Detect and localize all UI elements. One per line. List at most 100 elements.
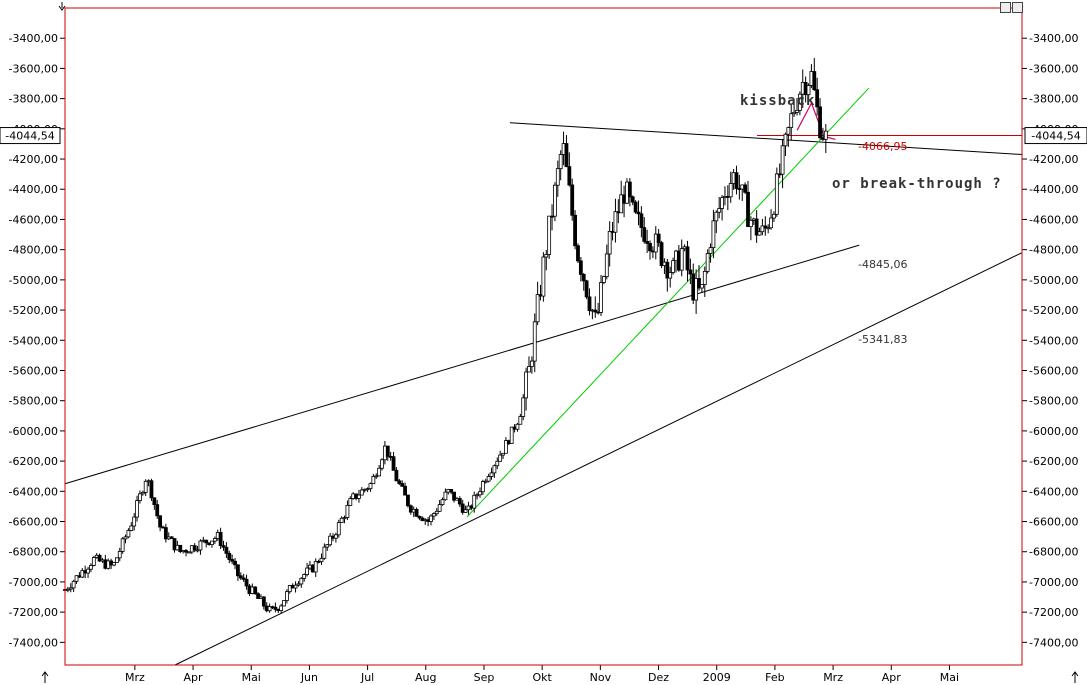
- candle-body: [748, 219, 753, 228]
- candle-body: [711, 220, 716, 249]
- candle-body: [236, 564, 240, 577]
- candle-body: [688, 269, 693, 275]
- candle-body: [437, 504, 442, 512]
- candle-body: [132, 516, 137, 527]
- y-tick-label-right: -6400,00: [1029, 485, 1078, 498]
- candle-body: [763, 225, 768, 229]
- candle-body: [584, 280, 589, 298]
- descending-resistance-line: [509, 122, 1023, 156]
- candle-body: [472, 494, 477, 509]
- candle-body: [212, 538, 217, 542]
- y-tick-label-right: -5200,00: [1029, 304, 1078, 317]
- candle-body: [417, 515, 422, 519]
- candle-body: [489, 472, 494, 477]
- candle-body: [728, 183, 733, 198]
- restore-icon[interactable]: [1000, 2, 1011, 13]
- candle-body: [463, 509, 468, 513]
- candle-body: [120, 538, 125, 552]
- candle-body: [253, 586, 258, 595]
- candle-body: [734, 172, 739, 189]
- y-tick-label-right: -7000,00: [1029, 576, 1078, 589]
- candle-body: [80, 570, 85, 578]
- candle-body: [267, 606, 272, 612]
- candle-body: [806, 85, 811, 96]
- candle-body: [224, 546, 229, 554]
- candle-body: [319, 557, 324, 563]
- x-tick-label: Sep: [474, 671, 495, 684]
- candle-body: [786, 127, 791, 135]
- candle-body: [521, 397, 526, 417]
- y-tick-label-right: -3600,00: [1029, 62, 1078, 75]
- candle-body: [639, 213, 644, 228]
- candle-body: [195, 549, 200, 552]
- plot-frame: [64, 7, 1023, 666]
- candle-body: [431, 513, 436, 517]
- candle-body: [697, 278, 701, 289]
- candle-body: [184, 550, 188, 553]
- candle-body: [665, 261, 670, 279]
- right-up-arrow-icon: [1071, 671, 1079, 683]
- candle-body: [757, 231, 762, 236]
- candle-body: [325, 544, 330, 548]
- y-tick-label-left: -4400,00: [9, 183, 58, 196]
- candle-body: [400, 483, 405, 487]
- candle-body: [117, 551, 122, 559]
- candle-body: [475, 494, 480, 497]
- candle-body: [86, 568, 90, 574]
- candle-body: [498, 454, 503, 462]
- candle-body: [135, 500, 139, 518]
- y-tick-label-left: -6000,00: [9, 425, 58, 438]
- candle-body: [227, 552, 232, 560]
- y-tick-label-right: -4600,00: [1029, 213, 1078, 226]
- x-axis: Mrz Apr Mai Jun Jul Aug Sep Okt Nov Dez 2009 Feb Mrz…: [125, 665, 959, 684]
- candle-body: [140, 491, 145, 495]
- candle-body: [368, 483, 373, 490]
- candle-body: [279, 605, 284, 612]
- candle-body: [509, 426, 514, 444]
- y-tick-label-left: -6600,00: [9, 516, 58, 529]
- candle-body: [564, 143, 569, 168]
- level-lower-channel-label: -5341,83: [858, 333, 907, 346]
- candle-body: [357, 494, 361, 499]
- candle-body: [391, 456, 396, 471]
- candle-body: [812, 71, 817, 91]
- candle-body: [633, 201, 638, 213]
- current-value-box-left: [0, 127, 61, 145]
- candle-body: [587, 296, 592, 312]
- left-up-arrow-icon: [41, 671, 49, 683]
- y-tick-label-right: -7200,00: [1029, 606, 1078, 619]
- y-tick-label-left: -3600,00: [9, 62, 58, 75]
- candle-body: [287, 585, 292, 593]
- y-tick-label-left: -5200,00: [9, 304, 58, 317]
- y-tick-label-right: -4800,00: [1029, 244, 1078, 257]
- candle-body: [797, 93, 802, 111]
- x-tick-label: Nov: [590, 671, 612, 684]
- candle-body: [480, 481, 485, 493]
- candle-body: [457, 498, 462, 505]
- candle-body: [112, 562, 116, 566]
- candle-body: [529, 360, 534, 367]
- candle-body: [187, 551, 191, 554]
- y-tick-label-right: -6000,00: [1029, 425, 1078, 438]
- candle-body: [613, 211, 618, 233]
- y-tick-label-left: -4600,00: [9, 213, 58, 226]
- candle-body: [699, 284, 704, 289]
- current-value-box-right: [1024, 127, 1087, 145]
- candle-body: [578, 260, 583, 275]
- y-tick-label-left: -3800,00: [9, 93, 58, 106]
- candle-body: [163, 527, 168, 540]
- kissback-path: [796, 101, 836, 140]
- candle-body: [535, 294, 540, 323]
- candle-body: [653, 233, 658, 253]
- y-tick-label-left: -5000,00: [9, 274, 58, 287]
- candle-body: [599, 282, 603, 313]
- candle-body: [645, 241, 650, 244]
- x-tick-label: Jul: [360, 671, 374, 684]
- candle-body: [492, 465, 497, 474]
- y-tick-label-right: -7400,00: [1029, 636, 1078, 649]
- y-tick-label-right: -3800,00: [1029, 93, 1078, 106]
- candle-body: [238, 575, 243, 579]
- candle-body: [544, 254, 549, 258]
- close-icon[interactable]: [1012, 2, 1023, 13]
- kissback-annotation: kissback: [740, 93, 815, 109]
